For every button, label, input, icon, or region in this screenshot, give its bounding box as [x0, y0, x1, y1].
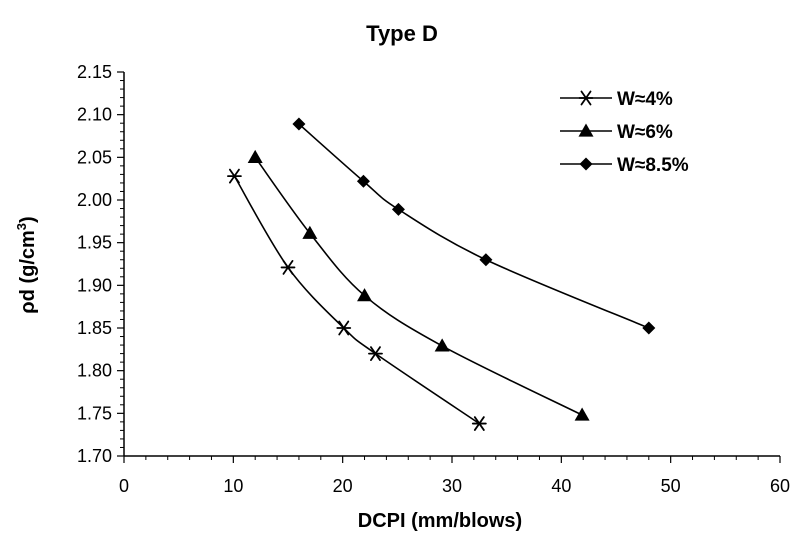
series-1-point-stroke: [228, 168, 240, 184]
y-tick-label: 1.75: [77, 403, 112, 423]
series-2-point: [574, 407, 590, 421]
y-axis-label-main: ρd (g/cm: [17, 230, 39, 314]
y-axis-label-superscript: 3: [14, 223, 29, 230]
legend-marker-3: [579, 157, 593, 171]
series-1-point: [336, 320, 352, 336]
series-line-3: [298, 123, 650, 329]
y-tick-label: 2.00: [77, 190, 112, 210]
x-tick-label: 20: [333, 476, 353, 496]
y-axis-label-close: ): [17, 216, 39, 223]
series-1-point-stroke: [338, 320, 350, 336]
series-1-point-stroke: [473, 416, 485, 431]
series-3-point: [356, 174, 370, 188]
y-tick-label: 1.70: [77, 446, 112, 466]
series-3-point: [642, 321, 656, 335]
x-tick-label: 50: [661, 476, 681, 496]
legend-label-1: W≈4%: [617, 89, 673, 110]
series-1-point: [471, 416, 487, 431]
legend-label-3: W≈8.5%: [617, 155, 689, 176]
series-2-point: [247, 149, 263, 163]
series-2-point: [357, 288, 373, 302]
series-3-point: [292, 117, 306, 131]
x-tick-label: 30: [442, 476, 462, 496]
series-3-point: [479, 253, 493, 267]
legend: W≈4% W≈6% W≈8.5%: [560, 89, 689, 176]
series-1-point: [280, 260, 296, 275]
y-tick-label: 1.85: [77, 318, 112, 338]
legend-marker-2: [578, 123, 594, 137]
series-3-point: [391, 202, 405, 216]
series-1-point-stroke: [370, 346, 381, 362]
series-1-point: [368, 346, 383, 362]
x-tick-label: 60: [770, 476, 790, 496]
y-tick-label: 1.90: [77, 275, 112, 295]
x-tick-label: 10: [223, 476, 243, 496]
y-tick-label: 1.80: [77, 361, 112, 381]
legend-marker-1: [578, 90, 594, 106]
series-1-point-stroke: [282, 260, 294, 275]
plot-area: 1.70 1.75 1.80 1.85 1.90 1.95 2.00 2.05 2.10 2.15…: [77, 62, 790, 496]
series-2-point: [302, 225, 318, 239]
legend-label-2: W≈6%: [617, 122, 673, 143]
y-tick-label: 2.10: [77, 105, 112, 125]
series-1-point: [227, 168, 242, 184]
y-axis-label: ρd (g/cm3): [14, 216, 39, 313]
legend-marker-1-stroke: [580, 90, 592, 106]
series-2-point: [434, 338, 450, 352]
x-tick-label: 40: [551, 476, 571, 496]
x-axis-label: DCPI (mm/blows): [358, 510, 522, 532]
y-tick-label: 2.15: [77, 62, 112, 82]
y-tick-label: 2.05: [77, 147, 112, 167]
y-tick-label: 1.95: [77, 233, 112, 253]
chart-title: Type D: [366, 21, 438, 46]
x-tick-label: 0: [119, 476, 129, 496]
